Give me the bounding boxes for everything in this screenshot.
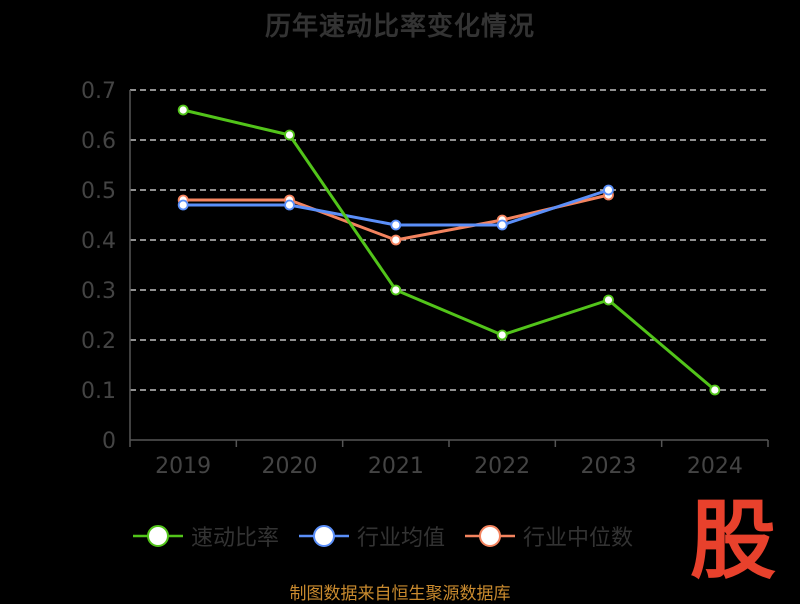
y-tick-label: 0 (102, 429, 116, 454)
data-point (496, 219, 508, 231)
x-tick-label: 2023 (581, 454, 637, 479)
data-point (496, 329, 508, 341)
data-point (603, 294, 614, 306)
series-line (183, 193, 609, 242)
legend-marker-icon (299, 525, 350, 547)
brand-logo: 股 (690, 491, 776, 591)
legend-label: 行业中位数 (523, 526, 634, 551)
x-tick-label: 2021 (368, 454, 424, 479)
y-tick-label: 0.4 (81, 229, 116, 254)
y-tick-label: 0.5 (81, 179, 116, 204)
data-point (709, 384, 721, 396)
series-lines (177, 104, 721, 396)
data-point (177, 199, 189, 211)
legend-marker-icon (465, 525, 516, 547)
data-point (603, 184, 614, 196)
y-tick-label: 0.1 (81, 379, 116, 404)
legend-label: 速动比率 (191, 526, 280, 551)
grid-lines (130, 89, 768, 391)
legend-item-industry-mean[interactable]: 行业均值 (299, 520, 445, 552)
series-line (182, 108, 716, 392)
legend-item-quick-ratio[interactable]: 速动比率 (133, 520, 279, 552)
source-footer: 制图数据来自恒生聚源数据库 (289, 584, 511, 604)
legend-marker-icon (133, 525, 183, 547)
x-tick-label: 2022 (474, 454, 530, 479)
x-tick-label: 2019 (155, 454, 211, 479)
legend-label: 行业均值 (357, 526, 446, 551)
axes: 0 0.1 0.2 0.3 0.4 0.5 0.6 0.7 2019 2020 2021 2022 20… (81, 79, 769, 479)
data-point (284, 129, 295, 141)
data-point (284, 199, 295, 211)
data-point (390, 234, 402, 246)
data-point (390, 284, 402, 296)
data-point (177, 104, 189, 116)
chart-title: 历年速动比率变化情况 (264, 12, 535, 42)
y-tick-label: 0.6 (81, 129, 116, 154)
y-tick-label: 0.7 (81, 79, 116, 104)
y-tick-label: 0.2 (81, 329, 116, 354)
x-tick-label: 2020 (262, 454, 318, 479)
data-point (390, 219, 402, 231)
x-tick-label: 2024 (687, 454, 743, 479)
legend-item-industry-median[interactable]: 行业中位数 (465, 520, 633, 552)
y-tick-label: 0.3 (81, 279, 116, 304)
legend: 速动比率 行业均值 行业中位数 (133, 520, 653, 552)
